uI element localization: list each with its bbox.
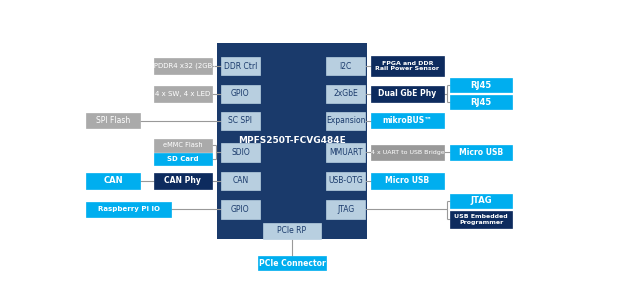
Text: GPIO: GPIO: [231, 89, 250, 98]
Text: JTAG: JTAG: [470, 196, 492, 205]
Bar: [86, 173, 140, 188]
Bar: [221, 172, 260, 190]
Text: CAN Phy: CAN Phy: [164, 176, 201, 185]
Text: JTAG: JTAG: [337, 205, 355, 214]
Bar: [451, 145, 511, 160]
Text: FPGA and DDR
Rail Power Sensor: FPGA and DDR Rail Power Sensor: [376, 61, 440, 72]
Text: RJ45: RJ45: [470, 98, 492, 107]
Bar: [86, 113, 140, 128]
Bar: [86, 202, 172, 217]
Text: SDIO: SDIO: [231, 148, 250, 157]
Bar: [326, 172, 365, 190]
Bar: [451, 78, 511, 92]
Bar: [371, 56, 444, 76]
Bar: [451, 194, 511, 208]
Bar: [451, 211, 511, 228]
Bar: [217, 43, 367, 239]
Bar: [263, 223, 321, 239]
Text: 4 x UART to USB Bridge: 4 x UART to USB Bridge: [371, 150, 444, 155]
Bar: [221, 57, 260, 75]
Bar: [371, 113, 444, 128]
Bar: [154, 139, 212, 152]
Text: SC SPI: SC SPI: [228, 116, 252, 125]
Text: SD Card: SD Card: [167, 156, 198, 162]
Bar: [221, 143, 260, 161]
Text: 2xGbE: 2xGbE: [333, 89, 358, 98]
Text: Micro USB: Micro USB: [459, 148, 503, 157]
Text: LPDDR4 x32 (2GB): LPDDR4 x32 (2GB): [150, 63, 215, 69]
Text: SPI Flash: SPI Flash: [96, 116, 131, 125]
Text: GPIO: GPIO: [231, 205, 250, 214]
Bar: [371, 86, 444, 102]
Text: CAN: CAN: [232, 176, 248, 185]
Text: PCIe RP: PCIe RP: [277, 226, 307, 235]
Text: Raspberry Pi IO: Raspberry Pi IO: [98, 206, 160, 212]
Text: 4 x SW, 4 x LED: 4 x SW, 4 x LED: [155, 91, 211, 97]
Text: DDR Ctrl: DDR Ctrl: [224, 62, 257, 71]
Text: Expansion: Expansion: [326, 116, 365, 125]
Bar: [326, 57, 365, 75]
Text: MMUART: MMUART: [329, 148, 363, 157]
Bar: [451, 95, 511, 109]
Bar: [221, 85, 260, 103]
Bar: [221, 200, 260, 219]
Text: MPFS250T-FCVG484E: MPFS250T-FCVG484E: [238, 136, 346, 145]
Text: USB-OTG: USB-OTG: [328, 176, 364, 185]
Bar: [326, 85, 365, 103]
Bar: [258, 256, 326, 270]
Bar: [154, 58, 212, 74]
Bar: [326, 200, 365, 219]
Bar: [221, 111, 260, 130]
Bar: [154, 86, 212, 102]
Text: mikroBUS™: mikroBUS™: [383, 116, 432, 125]
Bar: [154, 153, 212, 165]
Bar: [326, 111, 365, 130]
Text: eMMC Flash: eMMC Flash: [163, 142, 202, 148]
Bar: [326, 143, 365, 161]
Text: Dual GbE Phy: Dual GbE Phy: [378, 89, 436, 98]
Text: Micro USB: Micro USB: [385, 176, 429, 185]
Bar: [371, 173, 444, 188]
Bar: [154, 173, 212, 188]
Text: RJ45: RJ45: [470, 81, 492, 90]
Bar: [371, 145, 444, 160]
Text: PCIe Connector: PCIe Connector: [259, 259, 325, 268]
Text: CAN: CAN: [104, 176, 123, 185]
Text: I2C: I2C: [340, 62, 352, 71]
Text: USB Embedded
Programmer: USB Embedded Programmer: [454, 214, 508, 225]
